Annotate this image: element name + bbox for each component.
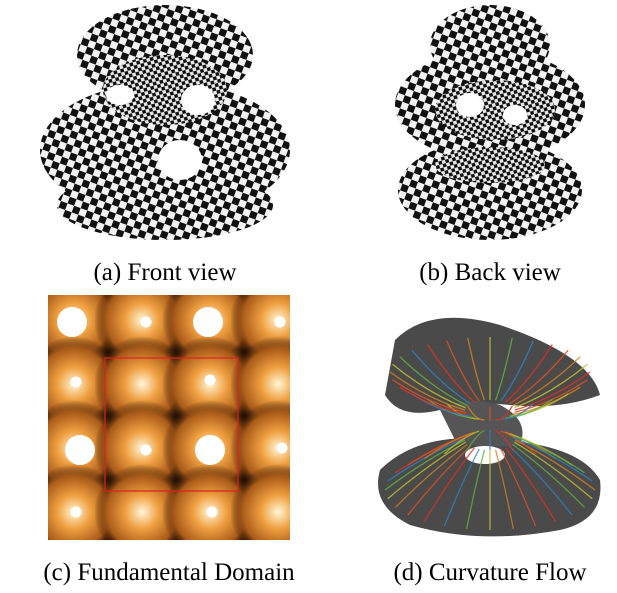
caption: (d) Curvature Flow — [393, 559, 586, 586]
decoration — [275, 317, 286, 328]
decoration — [57, 307, 87, 337]
figure: (a) Front view (b) Back view (c) Fundame… — [0, 0, 617, 588]
decoration — [71, 377, 82, 388]
front-view-image — [40, 5, 290, 240]
back-view-image — [395, 5, 585, 240]
decoration — [230, 464, 326, 560]
curvature-flow-image — [378, 318, 601, 537]
decoration — [207, 507, 218, 518]
page: (a) Front view (b) Back view (c) Fundame… — [0, 0, 617, 588]
caption: (a) Front view — [93, 259, 236, 286]
caption: (b) Back view — [419, 259, 561, 286]
caption: (c) Fundamental Domain — [43, 559, 295, 586]
fundamental-domain-image — [26, 272, 326, 560]
decoration — [193, 307, 223, 337]
decoration — [205, 375, 216, 386]
decoration — [195, 435, 225, 465]
decoration — [141, 445, 152, 456]
decoration — [71, 507, 82, 518]
decoration — [141, 317, 152, 328]
decoration — [65, 435, 95, 465]
decoration — [277, 443, 288, 454]
